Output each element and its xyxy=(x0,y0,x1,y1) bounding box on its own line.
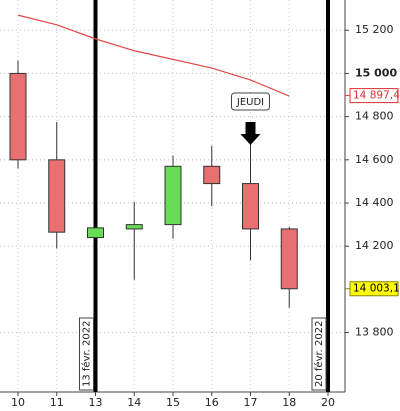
x-tick-label: 13 xyxy=(89,396,103,409)
event-label-group: 20 févr. 2022 xyxy=(311,317,327,391)
annotation-box xyxy=(231,92,270,111)
annotation-arrow xyxy=(240,122,261,145)
y-tick-label: 15 000 xyxy=(355,66,397,79)
y-tick-label: 14 600 xyxy=(355,153,394,166)
candle-body xyxy=(125,224,143,230)
x-tick-label: 16 xyxy=(205,396,219,409)
y-tick-label: 14 400 xyxy=(355,196,394,209)
x-tick-label: 11 xyxy=(50,396,64,409)
price-marker-label: 14 003,1 xyxy=(353,283,400,295)
candle-body xyxy=(164,165,182,226)
moving-average-line xyxy=(17,14,290,97)
candle-body xyxy=(242,183,259,230)
event-label-box xyxy=(79,317,94,391)
candle-body xyxy=(280,228,298,290)
price-marker-box xyxy=(349,88,399,104)
event-label-group: 13 févr. 2022 xyxy=(79,317,94,391)
price-marker-box xyxy=(349,281,399,297)
candle-body xyxy=(48,159,66,233)
x-tick-label: 10 xyxy=(11,396,25,409)
annotation-text: JEUDI xyxy=(236,97,264,108)
y-tick-label: 14 200 xyxy=(355,239,394,252)
candle-body xyxy=(9,72,27,161)
y-tick-label: 14 800 xyxy=(355,110,394,123)
x-tick-label: 20 xyxy=(321,396,335,409)
event-label: 20 févr. 2022 xyxy=(313,321,325,388)
y-tick-label: 13 800 xyxy=(355,326,394,339)
x-tick-label: 14 xyxy=(127,396,141,409)
candle-body xyxy=(203,165,221,185)
event-label: 13 févr. 2022 xyxy=(81,321,93,388)
price-marker-label: 14 897,4 xyxy=(353,90,400,102)
x-tick-label: 17 xyxy=(244,396,258,409)
x-tick-label: 15 xyxy=(166,396,180,409)
candle-body xyxy=(87,227,104,239)
x-tick-label: 18 xyxy=(282,396,296,409)
event-label-box xyxy=(311,317,327,391)
y-tick-label: 15 200 xyxy=(355,23,394,36)
